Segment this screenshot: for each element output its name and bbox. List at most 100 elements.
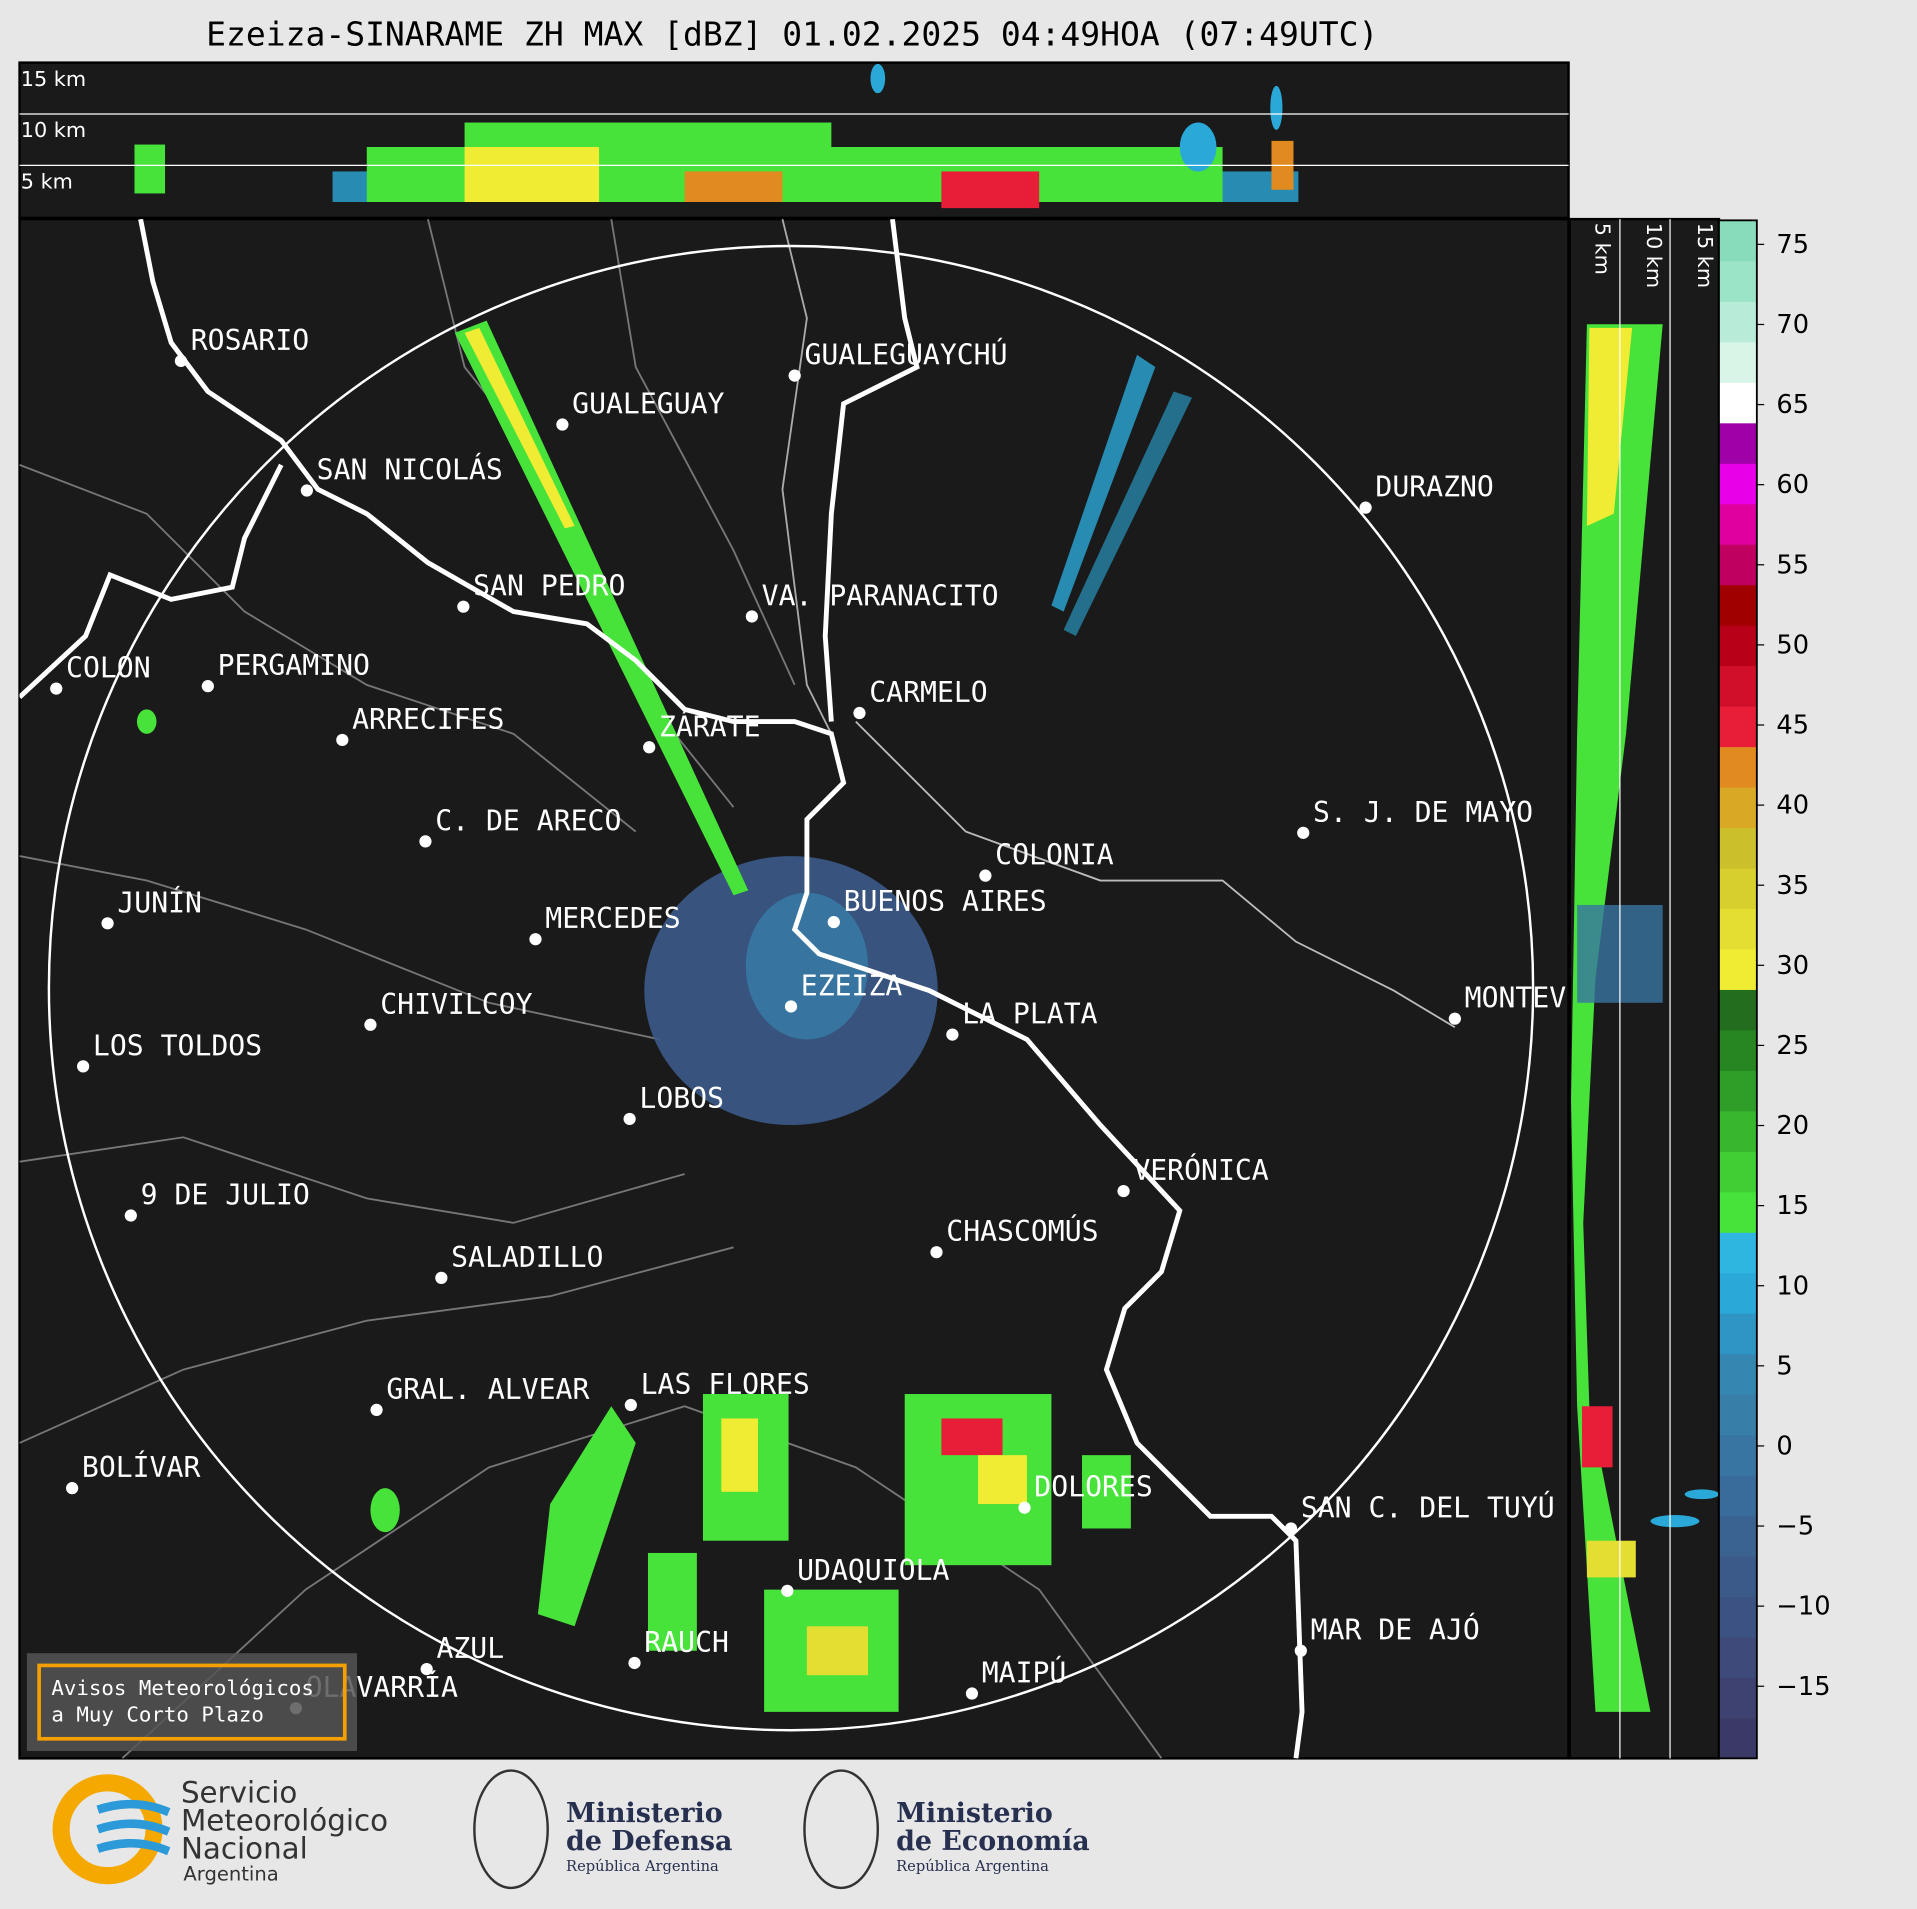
city-label: LAS FLORES: [641, 1368, 810, 1401]
city-dot: [420, 1662, 433, 1676]
colorbar-band: [1718, 625, 1757, 667]
notice-backdrop: [26, 1653, 357, 1752]
colorbar-band: [1718, 867, 1757, 910]
logo-text: Meteorológico: [181, 1803, 388, 1837]
notice-line: Avisos Meteorológicos: [51, 1676, 314, 1700]
border: [610, 219, 796, 686]
echo: [1081, 1455, 1131, 1529]
height-label: 10 km: [21, 118, 86, 142]
colorbar-band: [1718, 422, 1757, 464]
city-label: BOLÍVAR: [82, 1450, 201, 1484]
colorbar-band: [1718, 382, 1757, 424]
city-label: LOS TOLDOS: [93, 1029, 262, 1062]
colorbar-tick-label: 10: [1776, 1271, 1809, 1301]
city-dot: [1297, 826, 1310, 839]
colorbar-band: [1718, 1232, 1757, 1274]
echoes: [136, 320, 1193, 1712]
border: [19, 1246, 734, 1444]
echo: [684, 171, 783, 203]
city-dot: [174, 354, 188, 368]
logo-text: Ministerio: [896, 1798, 1053, 1829]
city-dot: [784, 1000, 798, 1013]
city-label: SAN NICOLÁS: [317, 453, 503, 487]
colorbar-tick-label: 50: [1776, 630, 1809, 660]
city-dot: [419, 835, 432, 848]
echo: [1571, 324, 1663, 1712]
logo-text: Nacional: [181, 1832, 308, 1866]
colorbar-band: [1718, 1313, 1757, 1355]
colorbar-band: [1718, 1151, 1757, 1193]
colorbar-band: [1718, 1070, 1757, 1112]
city-dot: [1284, 1522, 1298, 1535]
colorbar-band: [1718, 1636, 1757, 1679]
city-dot: [788, 369, 801, 382]
border: [855, 720, 1456, 1029]
city-dot: [643, 741, 656, 754]
city-dot: [66, 1482, 79, 1495]
city-label: CARMELO: [869, 676, 987, 709]
border: [19, 855, 661, 1041]
colorbar-band: [1718, 1475, 1757, 1517]
colorbar-tick-label: 45: [1776, 711, 1809, 741]
city-dot: [628, 1656, 641, 1670]
echo: [454, 320, 749, 896]
colorbar-tick-label: −15: [1776, 1672, 1830, 1702]
height-label: 10 km: [1642, 223, 1666, 288]
colorbar-tick-label: 40: [1776, 791, 1809, 821]
city-dot: [364, 1018, 377, 1031]
logo-text: República Argentina: [566, 1858, 719, 1875]
colorbar-band: [1718, 220, 1757, 262]
echo: [370, 1488, 400, 1533]
colorbar-tick-label: 35: [1776, 871, 1809, 901]
colorbar-band: [1718, 706, 1757, 748]
city-label: VA. PARANACITO: [762, 579, 999, 612]
city-dot: [1359, 501, 1372, 514]
city-label: GRAL. ALVEAR: [386, 1373, 589, 1406]
city-dot: [457, 600, 470, 613]
colorbar: −15 −10 −5 0 5 10 15 20 25 30 35 40 45 50 55 60 65 70 75: [1718, 219, 1831, 1760]
city-label: 9 DE JULIO: [141, 1179, 310, 1212]
colorbar-band: [1718, 908, 1757, 950]
city-dot: [853, 706, 866, 720]
colorbar-band: [1718, 260, 1757, 302]
city-label: MAIPÚ: [982, 1656, 1067, 1690]
colorbar-band: [1718, 665, 1757, 707]
colorbar-band: [1718, 1515, 1757, 1557]
city-dot: [827, 915, 840, 929]
echo: [1650, 1515, 1700, 1528]
colorbar-tick-label: 20: [1776, 1111, 1809, 1141]
crest: [803, 1769, 880, 1890]
echo: [647, 1552, 697, 1651]
logos: Servicio Meteorológico Nacional Argentin…: [52, 1769, 1090, 1890]
city-dot: [435, 1271, 448, 1284]
colorbar-band: [1718, 989, 1757, 1031]
city-dot: [1117, 1184, 1130, 1198]
city-label: JUNÍN: [117, 885, 202, 919]
right-profile: 5 km 10 km 15 km: [1568, 217, 1721, 1760]
river: [822, 219, 920, 722]
city-label: UDAQUIOLA: [797, 1554, 949, 1587]
echo: [1270, 85, 1283, 130]
city-label: COLONIA: [995, 839, 1114, 872]
city-dot: [1448, 1012, 1461, 1025]
border: [121, 1405, 1163, 1759]
colorbar-tick-label: −5: [1776, 1512, 1814, 1542]
echo: [1179, 122, 1217, 172]
colorbar-tick-label: 25: [1776, 1031, 1809, 1061]
colorbar-band: [1718, 1717, 1757, 1759]
colorbar-band: [1718, 1191, 1757, 1233]
colorbar-band: [1718, 503, 1757, 545]
echo: [134, 144, 166, 194]
city-dot: [979, 869, 992, 882]
city-dot: [124, 1209, 137, 1222]
logo-text: Argentina: [183, 1863, 278, 1886]
coastlines: [19, 219, 1305, 1759]
echo: [1684, 1489, 1719, 1500]
city-label: ZÁRATE: [659, 709, 761, 743]
city-label: MONTEVIDEO: [1465, 982, 1634, 1015]
logo-text: República Argentina: [896, 1858, 1049, 1875]
colorbar-tick-label: 75: [1776, 230, 1809, 260]
city-label: SAN C. DEL TUYÚ: [1301, 1490, 1555, 1524]
